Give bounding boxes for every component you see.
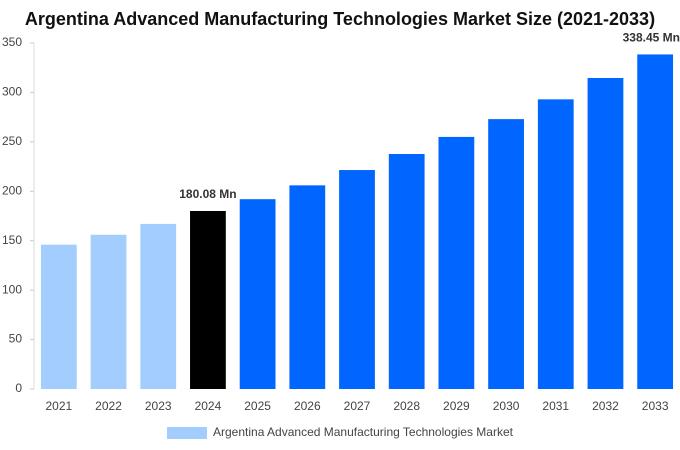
y-tick-label: 300: [2, 85, 22, 99]
legend-swatch: [167, 427, 207, 439]
bar: [339, 170, 375, 389]
y-tick-label: 250: [2, 134, 22, 148]
y-tick-label: 200: [2, 183, 22, 197]
y-tick-label: 150: [2, 233, 22, 247]
bar: [537, 99, 574, 389]
x-tick-label: 2028: [393, 399, 420, 413]
bar: [140, 223, 177, 389]
bar: [239, 199, 276, 389]
x-tick-label: 2023: [145, 399, 172, 413]
bar: [637, 54, 674, 389]
legend-label: Argentina Advanced Manufacturing Technol…: [213, 425, 514, 439]
x-tick-label: 2027: [344, 399, 371, 413]
value-label: 338.45 Mn: [623, 31, 680, 45]
bar: [90, 234, 127, 389]
bar: [488, 119, 524, 390]
x-tick-label: 2032: [592, 399, 619, 413]
x-tick-label: 2031: [542, 399, 569, 413]
bar: [388, 154, 425, 389]
x-tick-label: 2033: [642, 399, 669, 413]
y-tick-label: 100: [2, 282, 22, 296]
x-tick-label: 2029: [443, 399, 470, 413]
x-tick-label: 2021: [45, 399, 72, 413]
y-tick-label: 50: [9, 332, 23, 346]
bar: [40, 244, 77, 389]
x-tick-label: 2022: [95, 399, 122, 413]
x-tick-label: 2024: [195, 399, 222, 413]
y-tick-label: 350: [2, 35, 22, 49]
value-label: 180.08 Mn: [179, 187, 236, 201]
bar: [438, 136, 475, 389]
chart-title: Argentina Advanced Manufacturing Technol…: [25, 9, 655, 29]
x-tick-label: 2026: [294, 399, 321, 413]
x-tick-label: 2025: [244, 399, 271, 413]
bar: [587, 77, 624, 390]
x-tick-label: 2030: [493, 399, 520, 413]
y-tick-label: 0: [15, 381, 22, 395]
bar: [289, 185, 326, 389]
bar: [190, 210, 226, 389]
